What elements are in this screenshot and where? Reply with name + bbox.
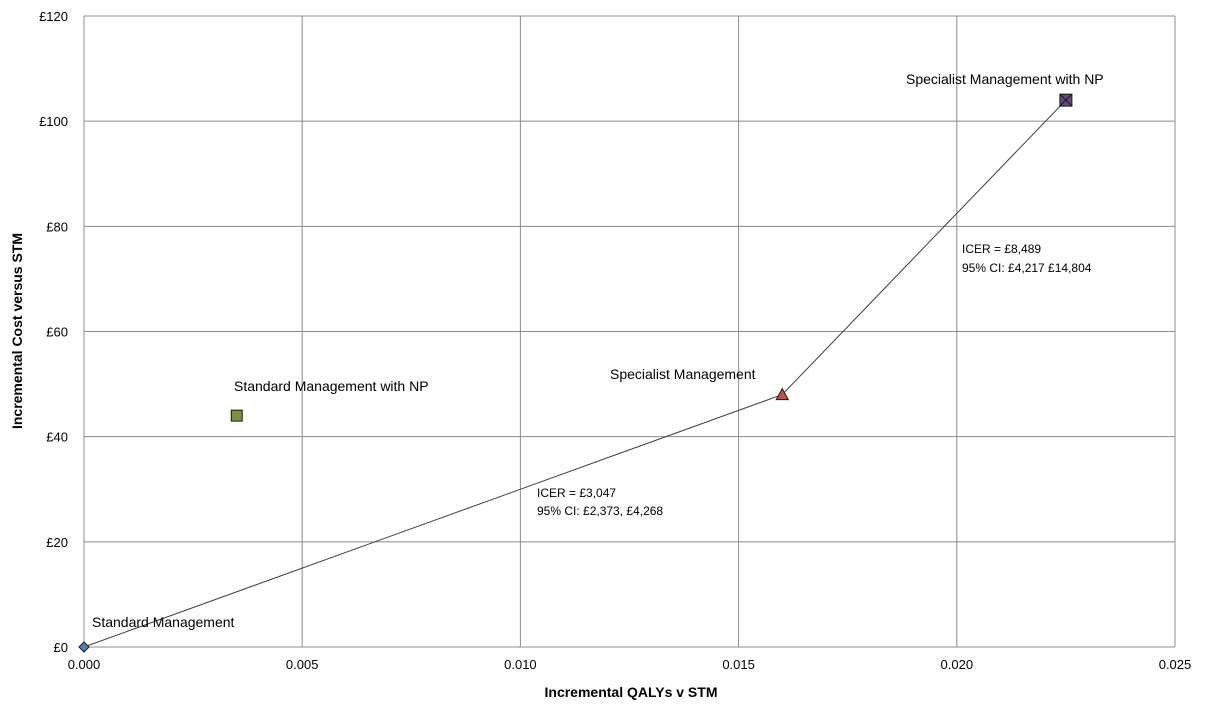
icer-annotation-1-line1: ICER = £3,047 — [537, 486, 616, 500]
icer-annotation-2-line1: ICER = £8,489 — [962, 242, 1041, 256]
point-label-specialist-management-np: Specialist Management with NP — [906, 71, 1104, 87]
y-tick-label: £0 — [54, 640, 68, 655]
chart-grid — [83, 15, 1176, 648]
icer-annotations: ICER = £3,047 95% CI: £2,373, £4,268 ICE… — [537, 242, 1092, 518]
y-tick-labels: £0 £20 £40 £60 £80 £100 £120 — [39, 9, 68, 655]
chart-markers — [78, 93, 1073, 653]
x-tick-label: 0.005 — [286, 657, 319, 672]
point-label-specialist-management: Specialist Management — [610, 366, 756, 382]
y-axis-title: Incremental Cost versus STM — [9, 233, 25, 429]
marker-standard-management — [78, 641, 90, 653]
x-axis-title: Incremental QALYs v STM — [545, 684, 718, 700]
x-tick-labels: 0.000 0.005 0.010 0.015 0.020 0.025 — [68, 657, 1192, 672]
marker-standard-management-with-np — [230, 409, 243, 422]
point-label-standard-management: Standard Management — [92, 614, 235, 630]
y-tick-label: £60 — [46, 325, 68, 340]
y-tick-label: £120 — [39, 9, 68, 24]
y-tick-label: £100 — [39, 114, 68, 129]
x-tick-label: 0.010 — [504, 657, 537, 672]
x-tick-label: 0.025 — [1159, 657, 1192, 672]
y-tick-label: £40 — [46, 430, 68, 445]
y-tick-label: £80 — [46, 219, 68, 234]
point-label-standard-management-np: Standard Management with NP — [234, 378, 429, 394]
marker-specialist-management — [775, 387, 790, 401]
y-tick-label: £20 — [46, 535, 68, 550]
point-labels: Standard Management Standard Management … — [92, 71, 1104, 630]
x-tick-label: 0.000 — [68, 657, 101, 672]
icer-annotation-1-line2: 95% CI: £2,373, £4,268 — [537, 504, 663, 518]
icer-annotation-2-line2: 95% CI: £4,217 £14,804 — [962, 261, 1092, 275]
x-tick-label: 0.015 — [722, 657, 755, 672]
x-tick-label: 0.020 — [941, 657, 974, 672]
frontier-line — [83, 99, 1067, 648]
marker-specialist-management-with-np — [1059, 93, 1073, 107]
